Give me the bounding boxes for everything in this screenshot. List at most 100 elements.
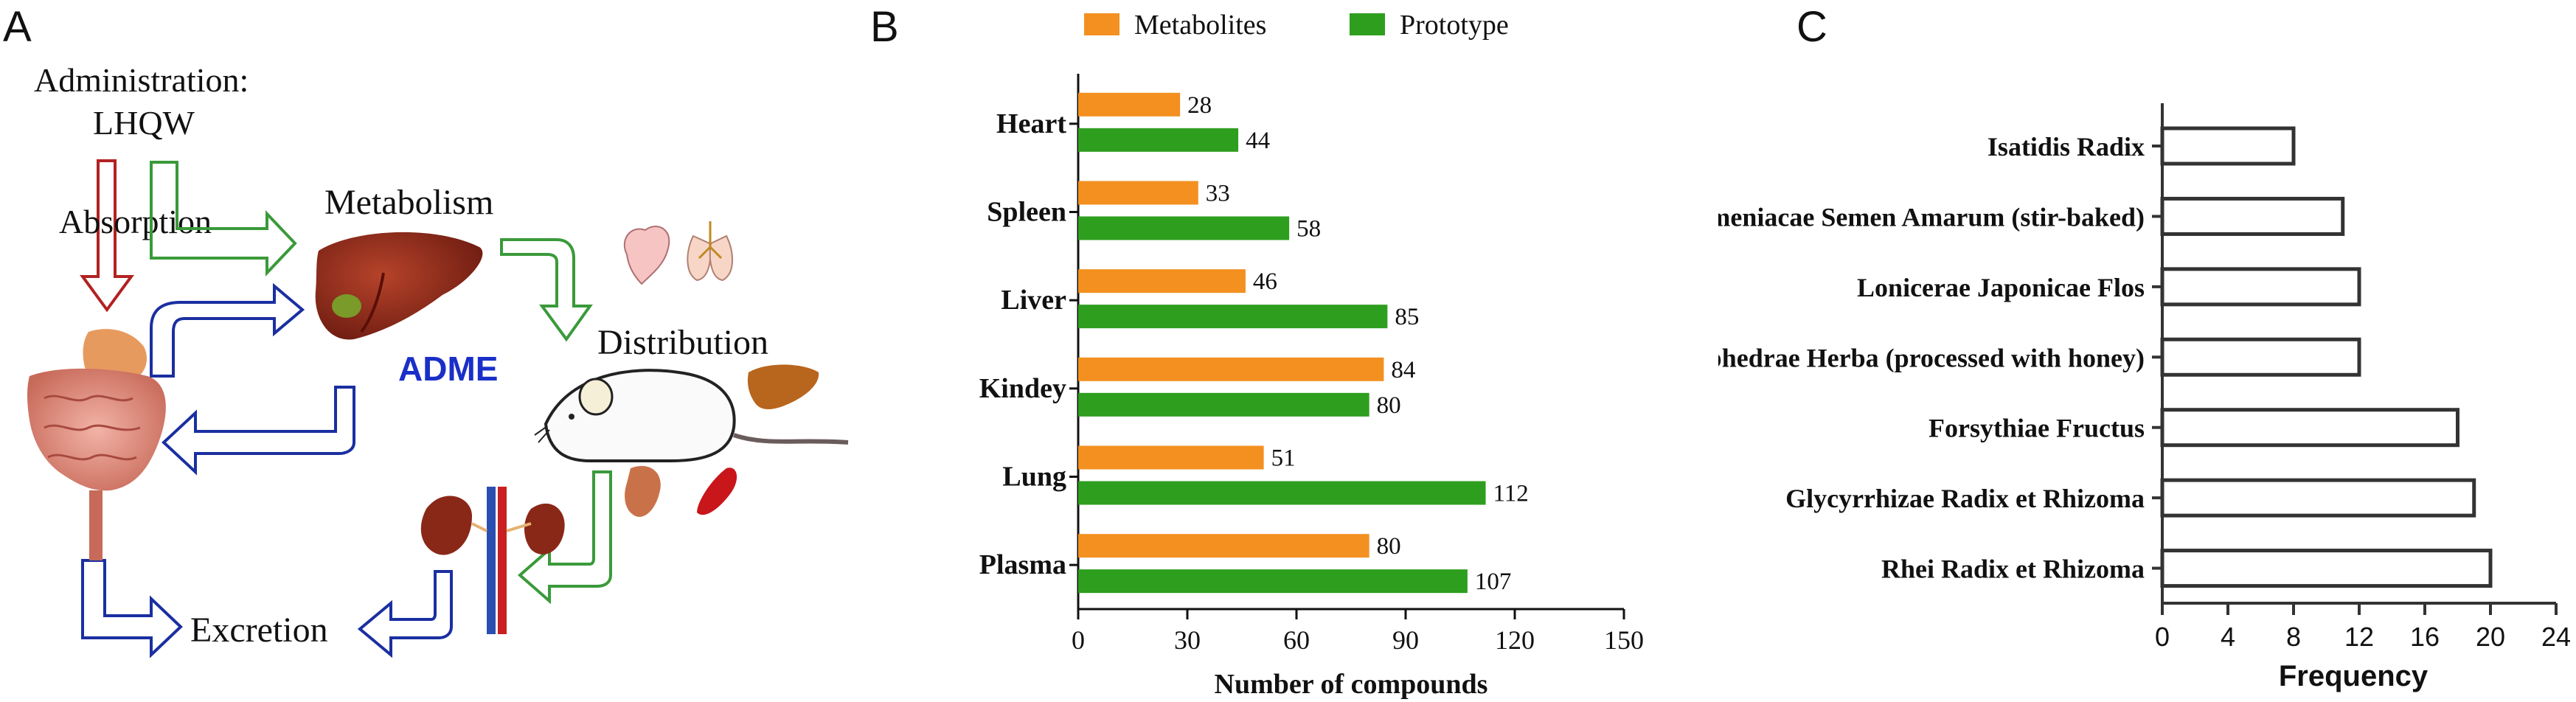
chart-b-x-tick-label: 150 [1604,625,1644,655]
bar-prototype [1078,392,1369,417]
bar-metabolites [1078,181,1198,205]
bar-value-label: 80 [1377,392,1401,419]
panel-a-adme-diagram: A Administration: LHQW Absorption Metabo… [0,0,870,702]
panel-c-bar-chart: C 0 4 8 12 16 20 24 Isatidis Radix Armeniacae Se… [1718,0,2576,702]
chart-c-x-tick-label: 24 [2541,622,2571,652]
panel-b-bar-chart: B Metabolites Prototype 0 30 60 90 120 150 Hear… [870,0,1718,702]
chart-c-x-tick-label: 16 [2410,622,2440,652]
frequency-bar [2160,478,2476,518]
chart-c-x-tick-label: 8 [2286,622,2301,652]
blue-arrow-from-intestine-icon [81,559,183,658]
absorption-arrow-icon [80,159,134,313]
legend-swatch-metabolites [1084,13,1119,35]
blue-arrow-from-kidneys-icon [357,570,453,658]
frequency-bar [2160,549,2493,588]
small-kidney-icon [625,465,661,517]
green-arrow-to-distribution-icon [500,238,593,342]
chart-c-x-tick-label: 12 [2344,622,2374,652]
chart-c-x-axis-label: Frequency [2279,660,2429,692]
bar-prototype [1078,569,1468,594]
chart-b-category-label: Liver [1001,285,1066,316]
chart-b-x-tick-label: 0 [1072,625,1085,655]
bar-value-label: 58 [1296,216,1321,243]
compounds-bar-chart: B Metabolites Prototype 0 30 60 90 120 150 Hear… [870,3,1644,700]
spleen-icon [697,468,737,515]
chart-b-x-tick-label: 120 [1495,625,1535,655]
chart-c-category-label: Forsythiae Fructus [1928,414,2145,443]
lungs-icon [687,221,733,282]
chart-b-bars: 28 44 33 58 46 85 84 80 51 112 80 107 [1078,92,1529,595]
blue-arrow-to-intestine-icon [162,386,355,476]
frequency-bar [2160,408,2459,448]
chart-c-category-label: Isatidis Radix [1987,132,2145,161]
intestine-icon [27,329,166,560]
frequency-bar [2160,337,2361,377]
bar-metabolites [1078,357,1384,381]
legend-label-prototype: Prototype [1400,10,1509,41]
chart-b-category-label: Heart [996,108,1066,139]
legend-swatch-prototype [1350,13,1385,35]
bar-prototype [1078,305,1388,329]
bar-value-label: 107 [1475,569,1512,595]
bar-value-label: 85 [1395,304,1419,330]
panel-label-b: B [870,3,899,51]
frequency-bar [2160,126,2296,166]
chart-c-category-label: Armeniacae Semen Amarum (stir-baked) [1718,202,2145,232]
chart-c-x-tick-label: 20 [2476,622,2505,652]
excretion-label: Excretion [190,611,328,650]
chart-b-x-tick-label: 60 [1283,625,1310,655]
heart-icon [623,226,670,285]
chart-c-category-label: Lonicerae Japonicae Flos [1857,273,2145,302]
frequency-bar-chart: C 0 4 8 12 16 20 24 Isatidis Radix Armeniacae Se… [1718,3,2571,692]
bar-value-label: 112 [1493,481,1529,507]
panel-label-a: A [3,3,32,51]
chart-b-category-label: Lung [1002,462,1066,493]
adme-label: ADME [398,350,498,388]
small-liver-icon [747,364,819,410]
adme-diagram: A Administration: LHQW Absorption Metabo… [3,3,849,658]
lhqw-label: LHQW [93,104,195,142]
bar-value-label: 33 [1206,181,1230,207]
chart-b-legend: Metabolites Prototype [1084,10,1509,41]
metabolism-label: Metabolism [324,183,493,222]
chart-b-axes: 0 30 60 90 120 150 Heart Spleen Liver Kindey Lung P… [979,74,1644,655]
frequency-bar [2160,267,2361,307]
bar-prototype [1078,128,1239,152]
frequency-bar [2160,196,2345,236]
bar-prototype [1078,216,1290,240]
green-arrow-to-metabolism-icon [150,161,297,277]
absorption-label: Absorption [59,203,212,240]
green-arrow-to-kidneys-icon [517,470,612,605]
bar-prototype [1078,481,1486,505]
chart-c-category-label: Rhei Radix et Rhizoma [1881,555,2145,584]
chart-c-x-tick-label: 4 [2221,622,2235,652]
chart-b-category-label: Plasma [979,549,1066,580]
bar-value-label: 80 [1377,533,1401,560]
bar-metabolites [1078,269,1246,293]
bar-value-label: 84 [1391,357,1415,383]
bar-metabolites [1078,445,1264,470]
distribution-label: Distribution [597,323,768,362]
bar-value-label: 44 [1246,128,1270,154]
kidneys-icon [420,487,565,634]
mouse-icon [534,369,849,462]
bar-value-label: 46 [1253,268,1277,295]
chart-b-x-axis-label: Number of compounds [1215,669,1488,700]
bar-value-label: 28 [1187,92,1212,119]
liver-icon [315,232,483,340]
blue-arrow-to-liver-icon [150,282,305,378]
legend-label-metabolites: Metabolites [1134,10,1266,41]
chart-c-category-label: Ephedrae Herba (processed with honey) [1718,343,2145,372]
chart-b-x-tick-label: 30 [1174,625,1201,655]
administration-label: Administration: [34,61,249,99]
chart-b-category-label: Spleen [987,197,1066,228]
bar-metabolites [1078,92,1181,117]
chart-c-x-tick-label: 0 [2155,622,2170,652]
chart-c-bars [2160,126,2493,588]
panel-label-c: C [1796,3,1827,51]
chart-b-x-tick-label: 90 [1392,625,1419,655]
chart-b-category-label: Kindey [979,373,1066,404]
bar-metabolites [1078,534,1369,558]
bar-value-label: 51 [1271,445,1296,472]
chart-c-axes: 0 4 8 12 16 20 24 Isatidis Radix Armeniacae Seme… [1718,103,2571,652]
